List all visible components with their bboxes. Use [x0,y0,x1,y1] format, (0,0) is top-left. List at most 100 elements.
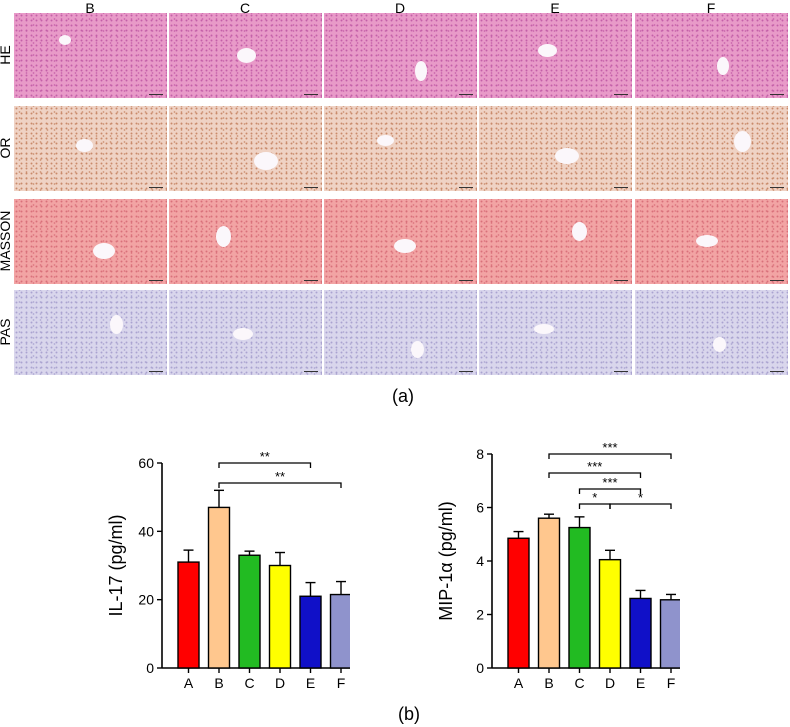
vessel-lumen [93,243,115,259]
row-label-he: HE [0,45,13,65]
micrograph-masson-c [169,199,322,284]
micrograph-masson-f [635,199,788,284]
bar-a [177,561,200,669]
scale-bar [770,367,784,372]
bar-c [568,526,591,669]
micrograph-or-e [479,106,632,191]
x-tick-label: B [214,675,223,691]
bar-d [268,564,292,669]
vessel-lumen [76,139,93,152]
y-tick-label: 2 [476,607,484,623]
scale-bar [149,276,163,281]
scale-bar [459,183,473,188]
column-header-d: D [394,0,406,16]
micrograph-he-c [169,13,322,98]
scale-bar [149,183,163,188]
vessel-lumen [110,315,123,334]
y-tick-label: 0 [146,660,154,676]
scale-bar [614,183,628,188]
scale-bar [770,276,784,281]
row-label-masson: MASSON [0,210,13,272]
vessel-lumen [237,48,256,63]
bar-f [659,599,680,669]
y-axis-label: MIP-1α (pg/ml) [436,501,456,620]
micrograph-masson-b [14,199,167,284]
vessel-lumen [394,239,416,253]
y-tick-label: 20 [138,592,154,608]
bar-b [537,517,561,669]
panel-b-caption: (b) [398,704,420,724]
scale-bar [304,276,318,281]
y-tick-label: 40 [138,523,154,539]
scale-bar [770,183,784,188]
scale-bar [459,90,473,95]
micrograph-pas-e [479,290,632,375]
scale-bar [459,367,473,372]
vessel-lumen [216,226,231,247]
micrograph-pas-c [169,290,322,375]
column-header-b: B [85,0,95,16]
micrograph-he-d [324,13,477,98]
x-tick-label: D [275,675,285,691]
micrograph-or-c [169,106,322,191]
column-header-c: C [239,0,251,16]
vessel-lumen [538,44,557,57]
scale-bar [149,90,163,95]
bar-e [299,595,322,669]
y-tick-label: 0 [476,660,484,676]
micrograph-masson-e [479,199,632,284]
significance-label: * [592,490,597,505]
micrograph-or-d [324,106,477,191]
micrograph-masson-d [324,199,477,284]
bar-a [507,537,530,669]
x-tick-label: C [244,675,254,691]
micrograph-pas-f [635,290,788,375]
significance-label: *** [587,459,602,474]
significance-bracket [578,488,642,494]
x-tick-label: A [514,675,524,691]
row-label-or: OR [0,137,13,159]
significance-label: *** [602,475,617,490]
scale-bar [770,90,784,95]
scale-bar [614,367,628,372]
y-tick-label: 4 [476,553,484,569]
y-tick-label: 6 [476,500,484,516]
significance-bracket [548,472,642,478]
x-tick-label: C [574,675,584,691]
column-header-f: F [706,0,716,16]
vessel-lumen [411,341,424,358]
scale-bar [149,367,163,372]
significance-bracket [609,503,672,509]
scale-bar [304,90,318,95]
x-tick-label: E [306,675,315,691]
y-tick-label: 8 [476,446,484,462]
panel-a-caption: (a) [392,386,414,406]
vessel-lumen [717,57,729,75]
vessel-lumen [713,337,726,352]
x-tick-label: F [667,675,676,691]
vessel-lumen [555,148,579,164]
x-tick-label: D [605,675,615,691]
row-label-pas: PAS [0,318,13,346]
micrograph-he-b [14,13,167,98]
scale-bar [614,90,628,95]
scale-bar [614,276,628,281]
micrograph-or-b [14,106,167,191]
scale-bar [459,276,473,281]
significance-bracket [218,482,342,488]
significance-bracket [218,462,312,468]
vessel-lumen [572,222,587,241]
vessel-lumen [415,61,427,81]
vessel-lumen [233,328,253,340]
significance-label: *** [602,440,617,455]
x-tick-label: A [184,675,194,691]
vessel-lumen [534,324,554,334]
significance-bracket [548,453,672,459]
significance-label: ** [275,469,285,484]
scale-bar [304,183,318,188]
micrograph-pas-b [14,290,167,375]
vessel-lumen [254,152,278,170]
il17-bar-chart: 0 20 40 60 IL-17 (pg/ml) A B C D E F ** ** [106,450,350,691]
y-tick-label: 60 [138,455,154,471]
